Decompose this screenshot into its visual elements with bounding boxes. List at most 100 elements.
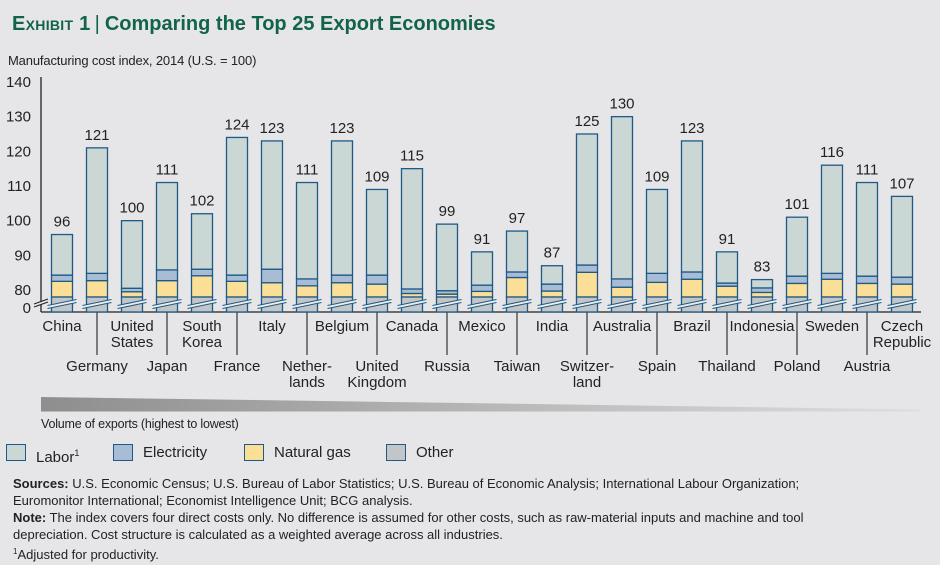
bar-break-gap: [747, 299, 777, 309]
bar-break-mark: [642, 301, 672, 310]
bar-break-mark: [117, 301, 147, 310]
bar-break-gap: [677, 299, 707, 309]
bar-break-mark: [642, 298, 672, 307]
bar-break-gap: [572, 299, 602, 309]
value-label: 102: [189, 193, 214, 210]
bar-break-mark: [572, 301, 602, 310]
bar-segment-electricity: [330, 274, 354, 284]
category-label-germany: Germany: [66, 358, 128, 375]
note-text: The index covers four direct costs only.…: [46, 510, 804, 525]
footnote-text: Adjusted for productivity.: [17, 547, 159, 562]
chart-title: Exhibit 1 | Comparing the Top 25 Export Ec…: [12, 13, 496, 36]
bar-segment-natural-gas: [85, 279, 109, 298]
bar-segment-electricity: [785, 275, 809, 285]
bar-segment-electricity: [155, 269, 179, 282]
category-label-thailand: Thailand: [698, 358, 756, 375]
footnote: 1Adjusted for productivity.: [13, 543, 803, 563]
category-label-line: Belgium: [315, 318, 369, 335]
category-label-line: India: [536, 318, 569, 335]
category-label-australia: Australia: [593, 318, 652, 335]
bar-break-mark: [327, 301, 357, 310]
legend-label-labor: Labor1: [36, 443, 79, 468]
category-label-line: Republic: [873, 334, 932, 351]
category-label-russia: Russia: [424, 358, 471, 375]
note-line-2: depreciation. Cost structure is calculat…: [13, 527, 503, 542]
legend-swatch-natural-gas: [244, 444, 264, 461]
bar-break-mark: [712, 298, 742, 307]
bar-break-mark: [852, 301, 882, 310]
bar-segment-natural-gas: [260, 282, 284, 298]
category-label-line: States: [111, 334, 154, 351]
bar-break-gap: [292, 299, 322, 309]
bar-segment-electricity: [610, 278, 634, 288]
bar-segment-natural-gas: [190, 275, 214, 298]
bar-break-gap: [222, 299, 252, 309]
bar-segment-labor: [575, 133, 599, 266]
bar-break-mark: [887, 298, 917, 307]
bar-break-mark: [607, 298, 637, 307]
bar-segment-labor: [225, 136, 249, 276]
bar-break-mark: [292, 298, 322, 307]
bar-break-mark: [817, 301, 847, 310]
bar-break-gap: [117, 299, 147, 309]
bar-break-mark: [327, 298, 357, 307]
category-label-line: Nether-: [282, 358, 332, 375]
bar-break-gap: [782, 299, 812, 309]
category-label-line: land: [573, 374, 601, 391]
note-line-1: Note: The index covers four direct costs…: [13, 509, 803, 526]
bar-austria: [852, 181, 882, 313]
bar-segment-natural-gas: [155, 279, 179, 298]
category-label-line: Indonesia: [729, 318, 795, 335]
category-label-line: Poland: [774, 358, 821, 375]
category-label-line: Japan: [147, 358, 188, 375]
value-label: 91: [719, 231, 736, 248]
bar-segment-electricity: [400, 288, 424, 295]
bar-segment-natural-gas: [715, 285, 739, 298]
bar-segment-labor: [645, 188, 669, 275]
bar-segment-labor: [470, 251, 494, 286]
bar-segment-electricity: [645, 272, 669, 284]
bar-break-mark: [677, 301, 707, 310]
category-label-line: Switzer-: [560, 358, 614, 375]
bar-france: [222, 136, 252, 313]
sources-line-1: Sources: U.S. Economic Census; U.S. Bure…: [13, 475, 803, 492]
value-label: 99: [439, 203, 456, 220]
bar-break-mark: [537, 301, 567, 310]
bar-break-gap: [502, 299, 532, 309]
bar-break-gap: [187, 299, 217, 309]
legend-swatch-other: [386, 444, 406, 461]
y-tick-label: 100: [6, 213, 31, 230]
bar-segment-natural-gas: [785, 282, 809, 298]
category-label-south-korea: South Korea: [182, 318, 223, 351]
value-label: 107: [889, 175, 914, 192]
footnote-marker: 1: [13, 547, 18, 556]
bar-break-mark: [887, 301, 917, 310]
legend-swatch-electricity: [113, 444, 133, 461]
bar-break-mark: [187, 301, 217, 310]
legend-text: Labor: [36, 449, 75, 466]
bar-break-gap: [817, 299, 847, 309]
bar-sweden: [817, 164, 847, 313]
bar-united-states: [117, 220, 147, 313]
bar-break-mark: [817, 298, 847, 307]
value-label: 124: [224, 116, 249, 133]
bar-segment-natural-gas: [540, 290, 564, 298]
y-tick-label: 110: [7, 178, 31, 195]
bar-break-mark: [572, 298, 602, 307]
bar-segment-labor: [505, 230, 529, 273]
bar-segment-electricity: [855, 275, 879, 285]
bar-break-mark: [362, 298, 392, 307]
bar-segment-natural-gas: [365, 283, 389, 298]
bar-break-mark: [537, 298, 567, 307]
bar-segment-labor: [610, 116, 634, 280]
bar-segment-labor: [750, 278, 774, 289]
bar-break-mark: [397, 301, 427, 310]
bar-break-mark: [782, 301, 812, 310]
category-label-line: France: [214, 358, 261, 375]
value-label: 101: [784, 196, 809, 213]
bar-break-mark: [152, 301, 182, 310]
bar-poland: [782, 216, 812, 313]
bar-segment-natural-gas: [645, 281, 669, 298]
category-label-united-states: United States: [110, 318, 153, 351]
